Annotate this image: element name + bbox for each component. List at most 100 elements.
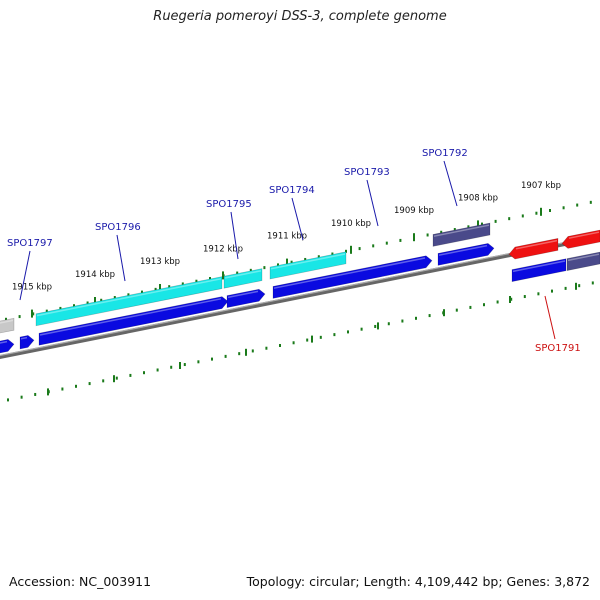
minor-tick-lower bbox=[115, 376, 118, 380]
minor-tick-lower bbox=[374, 324, 377, 328]
cds-blue-1791 bbox=[511, 258, 567, 282]
major-tick bbox=[222, 271, 224, 280]
minor-tick-lower bbox=[170, 365, 173, 369]
minor-tick bbox=[127, 293, 130, 297]
minor-tick bbox=[86, 301, 89, 305]
gene-leader-line bbox=[116, 234, 126, 282]
minor-tick-lower bbox=[319, 335, 322, 339]
minor-tick-lower bbox=[129, 373, 132, 377]
minor-tick-lower bbox=[483, 303, 485, 307]
major-tick bbox=[477, 220, 479, 229]
minor-tick bbox=[141, 290, 143, 294]
kbp-label-group: 1915 kbp 1914 kbp 1913 kbp 1912 kbp 1911 kbp… bbox=[12, 181, 561, 293]
gene-label[interactable]: SPO1794 bbox=[269, 185, 315, 196]
major-tick bbox=[350, 245, 352, 254]
minor-tick-lower bbox=[360, 327, 363, 331]
minor-tick-lower bbox=[428, 314, 431, 318]
minor-tick-lower bbox=[551, 289, 553, 293]
major-tick bbox=[94, 297, 96, 305]
minor-tick-lower bbox=[523, 295, 526, 299]
minor-tick-lower bbox=[75, 384, 77, 388]
minor-tick bbox=[576, 203, 579, 207]
gene-leader-line bbox=[366, 179, 379, 227]
minor-tick bbox=[5, 317, 7, 321]
cds-blue-1795-shine bbox=[227, 290, 259, 299]
gene-leader-line bbox=[291, 197, 304, 241]
minor-tick bbox=[440, 230, 443, 234]
minor-tick bbox=[345, 249, 347, 253]
gene-label[interactable]: SPO1793 bbox=[344, 167, 390, 178]
minor-tick-lower bbox=[347, 330, 349, 334]
cds-cyan-1794-shine bbox=[270, 253, 346, 270]
minor-tick-lower bbox=[279, 344, 281, 347]
minor-tick-lower bbox=[510, 297, 513, 301]
tick-dot-track-lower bbox=[7, 281, 594, 402]
minor-tick-lower bbox=[469, 305, 472, 309]
kbp-label: 1908 kbp bbox=[458, 193, 498, 203]
cds-navy-1792 bbox=[432, 222, 491, 247]
minor-tick bbox=[32, 312, 35, 316]
cds-cyan-1796-shine bbox=[36, 278, 222, 317]
major-tick-lower bbox=[509, 296, 511, 303]
backbone bbox=[0, 234, 600, 360]
cds-cyan-1794 bbox=[269, 251, 347, 280]
minor-tick bbox=[45, 309, 48, 313]
minor-tick-lower bbox=[183, 363, 186, 367]
cds-red-1791b-shine bbox=[568, 231, 600, 239]
genome-summary-text: Topology: circular; Length: 4,109,442 bp… bbox=[246, 574, 590, 589]
minor-tick bbox=[562, 206, 565, 210]
minor-tick-lower bbox=[265, 346, 268, 350]
cds-navy-1792-shine bbox=[433, 224, 490, 237]
gene-label[interactable]: SPO1792 bbox=[422, 148, 468, 159]
kbp-label: 1913 kbp bbox=[140, 257, 180, 267]
kbp-label: 1910 kbp bbox=[331, 219, 371, 229]
kbp-label: 1912 kbp bbox=[203, 244, 243, 254]
cds-cyan-1796 bbox=[35, 276, 223, 327]
minor-tick-lower bbox=[387, 322, 390, 326]
minor-tick bbox=[249, 268, 252, 272]
minor-tick-lower bbox=[578, 284, 581, 288]
minor-tick bbox=[549, 209, 551, 212]
minor-tick-lower bbox=[251, 349, 254, 353]
minor-tick bbox=[263, 266, 266, 270]
cds-blue-1796 bbox=[38, 296, 229, 346]
kbp-label: 1907 kbp bbox=[521, 181, 561, 191]
minor-tick bbox=[453, 228, 456, 232]
accession-text: Accession: NC_003911 bbox=[9, 574, 152, 589]
major-tick-lower bbox=[377, 322, 379, 330]
cds-blue-1796-shine bbox=[39, 298, 222, 336]
major-tick-lower bbox=[575, 282, 577, 290]
gene-leader-line bbox=[230, 211, 239, 260]
minor-tick-lower bbox=[564, 286, 567, 290]
gene-label[interactable]: SPO1797 bbox=[7, 238, 53, 249]
gene-leader-line bbox=[544, 295, 556, 340]
minor-tick bbox=[535, 211, 538, 215]
minor-tick bbox=[290, 260, 293, 264]
minor-tick-lower bbox=[537, 292, 540, 296]
minor-tick-lower bbox=[156, 368, 159, 372]
cds-gray bbox=[0, 317, 15, 334]
minor-tick bbox=[481, 222, 483, 226]
minor-tick-lower bbox=[61, 387, 64, 391]
cds-cyan-1795 bbox=[223, 268, 263, 289]
minor-tick bbox=[195, 279, 198, 283]
gene-label[interactable]: SPO1791 bbox=[535, 343, 581, 354]
gene-leader-line bbox=[19, 250, 31, 301]
minor-tick bbox=[521, 214, 524, 218]
major-tick bbox=[31, 309, 33, 318]
minor-tick bbox=[113, 296, 116, 300]
minor-tick-lower bbox=[306, 338, 309, 342]
major-tick bbox=[286, 258, 288, 267]
minor-tick bbox=[358, 247, 361, 251]
minor-tick bbox=[304, 257, 307, 261]
minor-tick bbox=[154, 287, 157, 291]
cds-navy-edge-shine bbox=[567, 253, 600, 262]
minor-tick bbox=[331, 252, 334, 256]
minor-tick-lower bbox=[102, 379, 105, 383]
minor-tick-lower bbox=[455, 308, 458, 312]
gene-label[interactable]: SPO1795 bbox=[206, 199, 252, 210]
gene-label[interactable]: SPO1796 bbox=[95, 222, 141, 233]
minor-tick bbox=[426, 233, 429, 237]
minor-tick bbox=[100, 298, 103, 302]
